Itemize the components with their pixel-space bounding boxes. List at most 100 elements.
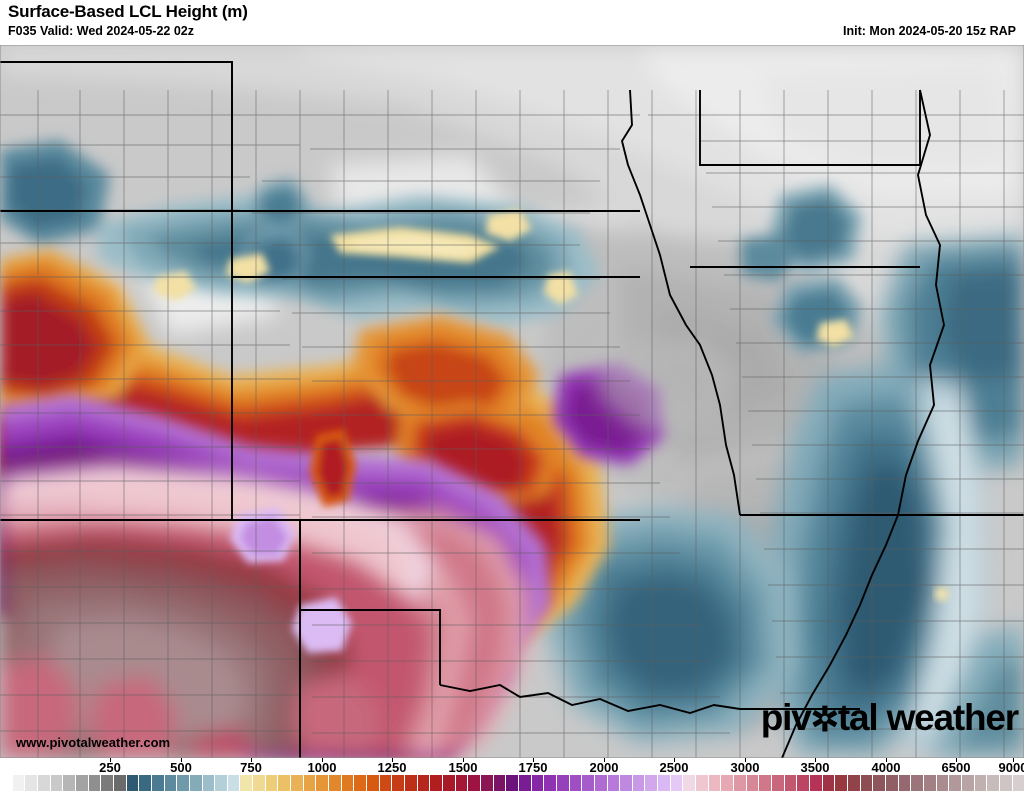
site-url-label: www.pivotalweather.com (16, 735, 171, 750)
colorbar-tick-label: 2000 (589, 760, 619, 775)
colorbar-swatch[interactable] (303, 775, 317, 791)
colorbar-swatch[interactable] (696, 775, 709, 791)
colorbar-swatch[interactable] (822, 775, 836, 791)
colorbar-swatch[interactable] (367, 775, 380, 791)
colorbar-tick-label: 250 (99, 760, 121, 775)
colorbar-swatch[interactable] (873, 775, 886, 791)
colorbar-swatch[interactable] (455, 775, 469, 791)
colorbar-swatch[interactable] (0, 775, 13, 791)
colorbar-swatch[interactable] (734, 775, 747, 791)
colorbar-swatch[interactable] (417, 775, 431, 791)
colorbar-swatch[interactable] (253, 775, 266, 791)
colorbar-swatch[interactable] (113, 775, 127, 791)
colorbar-swatch[interactable] (37, 775, 51, 791)
colorbar-swatch[interactable] (847, 775, 861, 791)
colorbar-swatch[interactable] (379, 775, 393, 791)
colorbar-swatch[interactable] (987, 775, 1000, 791)
colorbar-swatch[interactable] (632, 775, 646, 791)
colorbar-swatch[interactable] (227, 775, 241, 791)
colorbar-tick-mark (392, 758, 393, 762)
colorbar-swatch[interactable] (582, 775, 595, 791)
colorbar-swatch[interactable] (139, 775, 152, 791)
colorbar-swatch[interactable] (506, 775, 519, 791)
colorbar-swatch[interactable] (392, 775, 405, 791)
colorbar-swatch[interactable] (835, 775, 848, 791)
colorbar-swatch[interactable] (961, 775, 975, 791)
colorbar-swatch[interactable] (25, 775, 38, 791)
colorbar-swatch[interactable] (683, 775, 697, 791)
colorbar-swatch[interactable] (645, 775, 659, 791)
colorbar-swatch[interactable] (405, 775, 418, 791)
colorbar-tick-mark (533, 758, 534, 762)
colorbar-swatch[interactable] (316, 775, 330, 791)
colorbar-swatch[interactable] (189, 775, 203, 791)
colorbar-swatch[interactable] (898, 775, 912, 791)
colorbar-swatch[interactable] (341, 775, 355, 791)
colorbar-swatch[interactable] (50, 775, 64, 791)
colorbar-swatch[interactable] (620, 775, 633, 791)
colorbar-tick-label: 1750 (518, 760, 548, 775)
colorbar-swatch[interactable] (75, 775, 89, 791)
colorbar-swatch[interactable] (291, 775, 304, 791)
colorbar-swatch[interactable] (518, 775, 532, 791)
colorbar-swatch[interactable] (12, 775, 26, 791)
colorbar-swatch[interactable] (936, 775, 950, 791)
colorbar-swatch[interactable] (442, 775, 456, 791)
colorbar-swatch[interactable] (1012, 775, 1024, 791)
colorbar-swatch[interactable] (746, 775, 760, 791)
colorbar-swatch[interactable] (240, 775, 254, 791)
colorbar-swatch[interactable] (101, 775, 114, 791)
colorbar-swatch[interactable] (278, 775, 292, 791)
colorbar-swatch[interactable] (354, 775, 368, 791)
colorbar-swatch[interactable] (164, 775, 178, 791)
colorbar-swatch[interactable] (911, 775, 924, 791)
colorbar-swatch[interactable] (721, 775, 735, 791)
colorbar-swatch[interactable] (594, 775, 608, 791)
colorbar[interactable]: 250 500 750 1000 1250 1500 1750 2000 2500 3000 350… (0, 758, 1024, 791)
colorbar-tick-label: 750 (240, 760, 262, 775)
colorbar-swatch[interactable] (607, 775, 621, 791)
gear-icon: ✲ (810, 701, 840, 739)
colorbar-swatch[interactable] (885, 775, 899, 791)
colorbar-tick-mark (956, 758, 957, 762)
colorbar-swatch[interactable] (999, 775, 1013, 791)
colorbar-swatch[interactable] (658, 775, 671, 791)
colorbar-swatch[interactable] (329, 775, 342, 791)
colorbar-swatch[interactable] (177, 775, 190, 791)
colorbar-swatch[interactable] (949, 775, 962, 791)
colorbar-swatch[interactable] (772, 775, 785, 791)
watermark-text-post: tal weather (837, 697, 1019, 738)
contour-fill-layer (0, 45, 1024, 758)
colorbar-swatches[interactable] (0, 775, 1024, 791)
colorbar-swatch[interactable] (784, 775, 798, 791)
page-title: Surface-Based LCL Height (m) (8, 2, 248, 21)
colorbar-swatch[interactable] (215, 775, 228, 791)
colorbar-swatch[interactable] (974, 775, 988, 791)
colorbar-swatch[interactable] (544, 775, 557, 791)
colorbar-swatch[interactable] (480, 775, 494, 791)
colorbar-swatch[interactable] (759, 775, 773, 791)
colorbar-swatch[interactable] (923, 775, 937, 791)
forecast-map[interactable]: piv✲tal weather www.pivotalweather.com (0, 45, 1024, 758)
colorbar-swatch[interactable] (569, 775, 583, 791)
colorbar-swatch[interactable] (202, 775, 216, 791)
colorbar-swatch[interactable] (430, 775, 443, 791)
map-header: Surface-Based LCL Height (m) F035 Valid:… (0, 0, 1024, 45)
colorbar-swatch[interactable] (63, 775, 76, 791)
colorbar-swatch[interactable] (810, 775, 823, 791)
colorbar-swatch[interactable] (797, 775, 810, 791)
colorbar-swatch[interactable] (126, 775, 140, 791)
colorbar-swatch[interactable] (670, 775, 684, 791)
colorbar-swatch[interactable] (493, 775, 507, 791)
colorbar-swatch[interactable] (151, 775, 165, 791)
colorbar-tick-label: 1500 (448, 760, 478, 775)
colorbar-swatch[interactable] (468, 775, 481, 791)
colorbar-swatch[interactable] (556, 775, 570, 791)
colorbar-swatch[interactable] (860, 775, 874, 791)
colorbar-swatch[interactable] (88, 775, 102, 791)
colorbar-swatch[interactable] (531, 775, 545, 791)
colorbar-swatch[interactable] (265, 775, 279, 791)
colorbar-ticks (0, 758, 1024, 762)
colorbar-swatch[interactable] (708, 775, 722, 791)
watermark-text-pre: piv (760, 697, 812, 738)
